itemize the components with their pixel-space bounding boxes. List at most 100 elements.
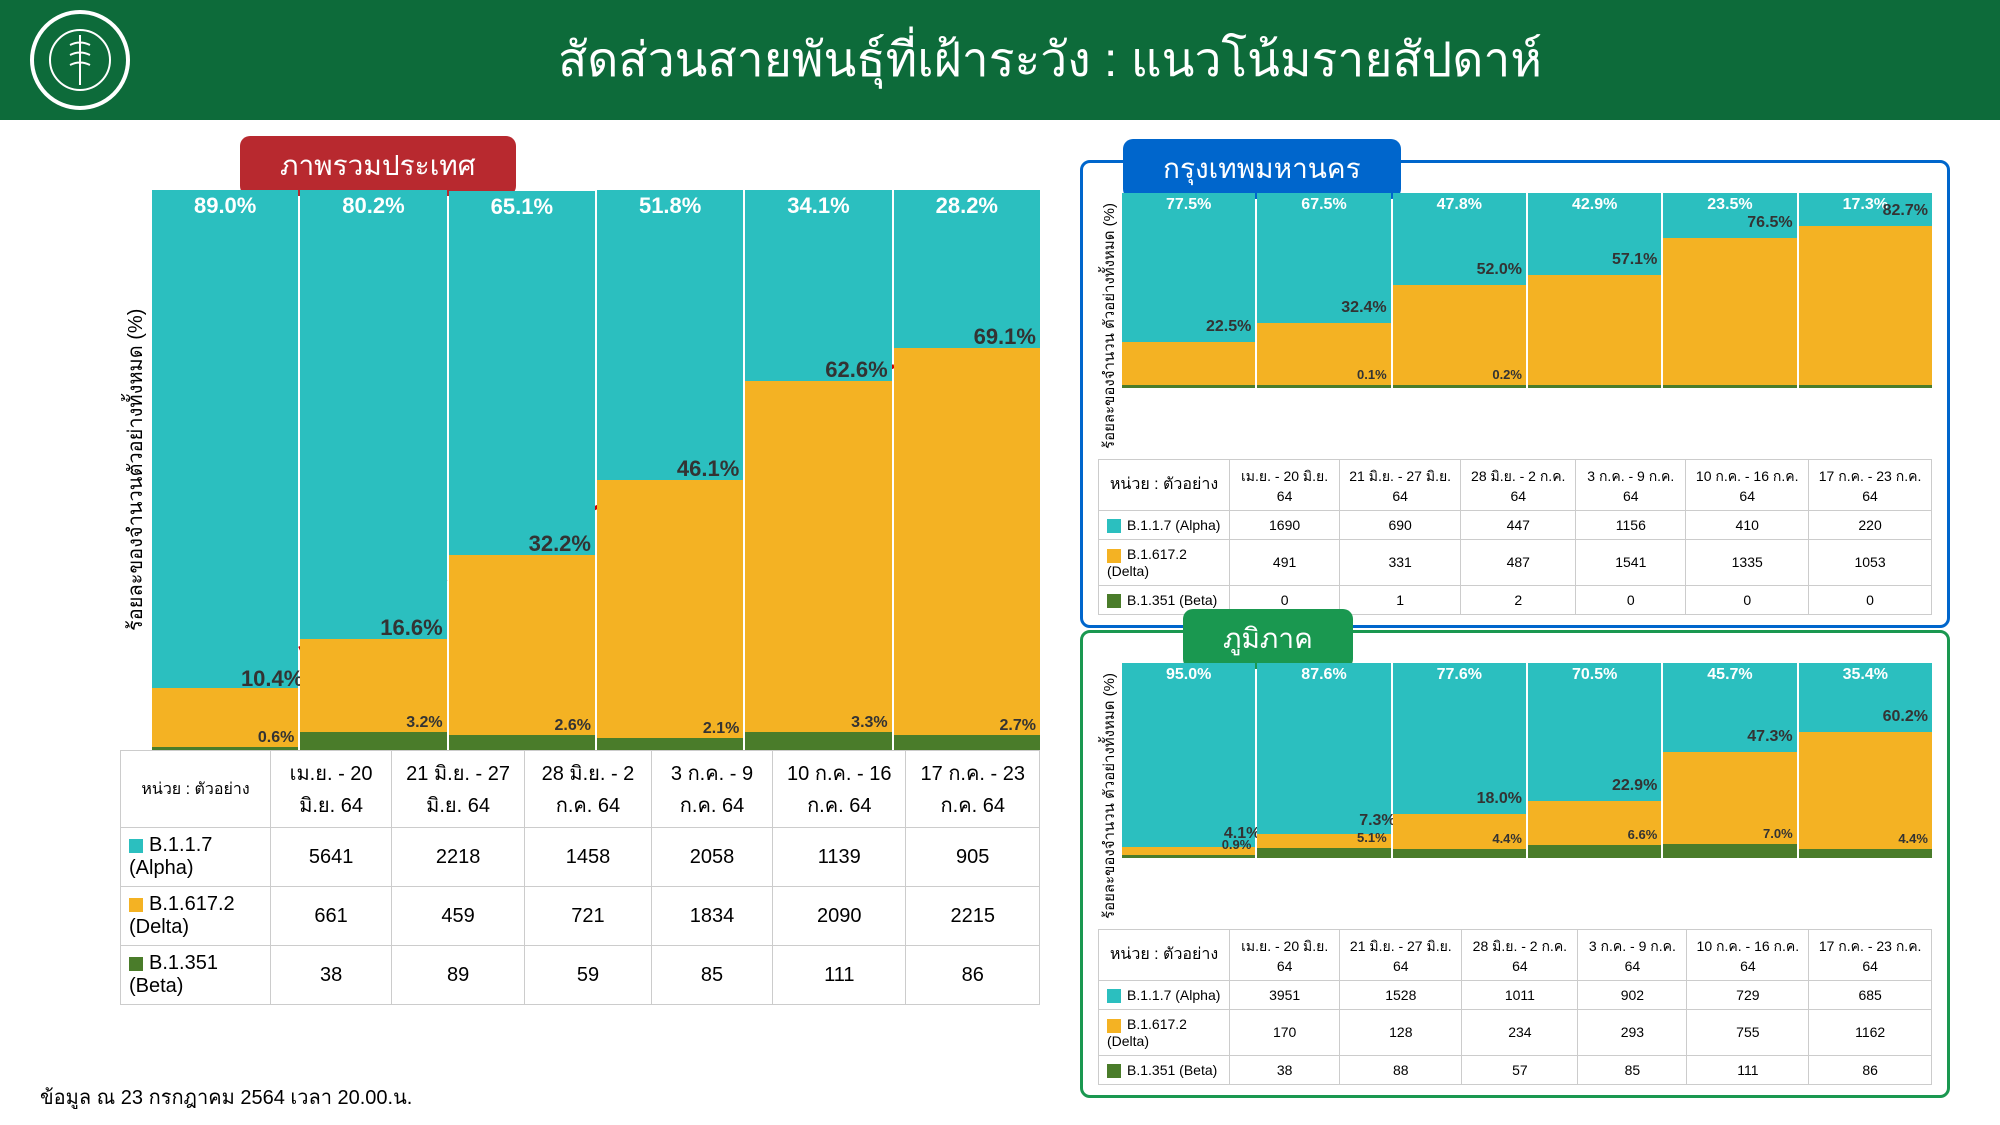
count-cell: 1458 — [524, 828, 651, 887]
count-cell: 459 — [392, 887, 525, 946]
beta-segment: 4.4% — [1393, 849, 1526, 858]
count-cell: 661 — [271, 887, 392, 946]
count-cell: 0 — [1686, 585, 1809, 614]
count-cell: 1156 — [1576, 510, 1686, 539]
unit-label: หน่วย : ตัวอย่าง — [1099, 929, 1230, 980]
count-cell: 85 — [651, 946, 772, 1005]
count-cell: 128 — [1340, 1010, 1462, 1055]
beta-segment: 3.3% — [745, 732, 891, 750]
count-cell: 38 — [1230, 1055, 1340, 1084]
period-header: 10 ก.ค. - 16 ก.ค. 64 — [1687, 929, 1809, 980]
period-header: 28 มิ.ย. - 2 ก.ค. 64 — [524, 751, 651, 828]
bar-col: 77.5%22.5% — [1122, 193, 1255, 388]
count-cell: 1 — [1340, 585, 1461, 614]
delta-segment: 46.1% — [597, 480, 743, 738]
bar-col: 35.4%60.2%4.4% — [1799, 663, 1932, 858]
count-cell: 1690 — [1230, 510, 1340, 539]
y-axis-label-region: ร้อยละของจำนวน ตัวอย่างทั้งหมด (%) — [1098, 663, 1122, 929]
count-cell: 0 — [1809, 585, 1932, 614]
bangkok-table: หน่วย : ตัวอย่างเม.ย. - 20 มิ.ย. 6421 มิ… — [1098, 459, 1932, 615]
region-table: หน่วย : ตัวอย่างเม.ย. - 20 มิ.ย. 6421 มิ… — [1098, 929, 1932, 1085]
count-cell: 902 — [1578, 980, 1687, 1009]
count-cell: 491 — [1230, 540, 1340, 585]
national-tab: ภาพรวมประเทศ — [240, 136, 516, 196]
legend-row: B.1.1.7 (Alpha) — [121, 828, 271, 887]
alpha-segment: 80.2% — [300, 190, 446, 639]
period-header: 3 ก.ค. - 9 ก.ค. 64 — [1576, 459, 1686, 510]
alpha-segment: 51.8% — [597, 190, 743, 480]
bar-col: 42.9%57.1% — [1528, 193, 1661, 388]
page-title: สัดส่วนสายพันธุ์ที่เฝ้าระวัง : แนวโน้มรา… — [130, 22, 1970, 98]
count-cell: 685 — [1809, 980, 1932, 1009]
bar-col: 23.5%76.5% — [1663, 193, 1796, 388]
delta-segment: 69.1% — [894, 348, 1040, 735]
footer-note: ข้อมูล ณ 23 กรกฎาคม 2564 เวลา 20.00.น. — [40, 1081, 412, 1113]
bar-col: 17.3%82.7% — [1799, 193, 1932, 388]
national-panel: ภาพรวมประเทศ ร้อยละของจำนวนตัวอย่างทั้งห… — [120, 160, 1040, 1005]
period-header: 10 ก.ค. - 16 ก.ค. 64 — [773, 751, 906, 828]
beta-segment: 0.6% — [152, 747, 298, 750]
count-cell: 86 — [1809, 1055, 1932, 1084]
national-bars: 89.0%10.4%0.6%80.2%16.6%3.2%65.1%32.2%2.… — [152, 190, 1040, 750]
count-cell: 2090 — [773, 887, 906, 946]
bar-col: 80.2%16.6%3.2% — [300, 190, 446, 750]
delta-segment: 22.5% — [1122, 342, 1255, 385]
period-header: 28 มิ.ย. - 2 ก.ค. 64 — [1462, 929, 1578, 980]
count-cell: 905 — [906, 828, 1040, 887]
period-header: 10 ก.ค. - 16 ก.ค. 64 — [1686, 459, 1809, 510]
alpha-segment: 95.0% — [1122, 663, 1255, 847]
beta-segment — [1528, 385, 1661, 388]
period-header: เม.ย. - 20 มิ.ย. 64 — [271, 751, 392, 828]
bar-col: 87.6%7.3%5.1% — [1257, 663, 1390, 858]
beta-segment: 0.9% — [1122, 855, 1255, 858]
legend-row: B.1.617.2 (Delta) — [1099, 540, 1230, 585]
region-panel: ภูมิภาค ร้อยละของจำนวน ตัวอย่างทั้งหมด (… — [1080, 630, 1950, 1098]
alpha-segment: 34.1% — [745, 190, 891, 381]
count-cell: 88 — [1340, 1055, 1462, 1084]
legend-row: B.1.617.2 (Delta) — [1099, 1010, 1230, 1055]
alpha-segment: 87.6% — [1257, 663, 1390, 834]
period-header: เม.ย. - 20 มิ.ย. 64 — [1230, 929, 1340, 980]
period-header: 17 ก.ค. - 23 ก.ค. 64 — [1809, 929, 1932, 980]
count-cell: 487 — [1461, 540, 1576, 585]
period-header: 3 ก.ค. - 9 ก.ค. 64 — [1578, 929, 1687, 980]
delta-segment: 76.5% — [1663, 238, 1796, 385]
count-cell: 3951 — [1230, 980, 1340, 1009]
national-table: หน่วย : ตัวอย่างเม.ย. - 20 มิ.ย. 6421 มิ… — [120, 750, 1040, 1005]
count-cell: 293 — [1578, 1010, 1687, 1055]
count-cell: 220 — [1809, 510, 1932, 539]
count-cell: 2 — [1461, 585, 1576, 614]
count-cell: 85 — [1578, 1055, 1687, 1084]
unit-label: หน่วย : ตัวอย่าง — [121, 751, 271, 828]
count-cell: 1335 — [1686, 540, 1809, 585]
alpha-segment: 89.0% — [152, 190, 298, 688]
bangkok-panel: กรุงเทพมหานคร ร้อยละของจำนวน ตัวอย่างทั้… — [1080, 160, 1950, 628]
delta-segment: 62.6% — [745, 381, 891, 732]
legend-row: B.1.1.7 (Alpha) — [1099, 980, 1230, 1009]
region-bars: 95.0%4.1%0.9%87.6%7.3%5.1%77.6%18.0%4.4%… — [1122, 663, 1932, 858]
period-header: 17 ก.ค. - 23 ก.ค. 64 — [1809, 459, 1932, 510]
bar-col: 89.0%10.4%0.6% — [152, 190, 298, 750]
count-cell: 234 — [1462, 1010, 1578, 1055]
delta-segment: 32.2% — [449, 555, 595, 735]
count-cell: 89 — [392, 946, 525, 1005]
count-cell: 1528 — [1340, 980, 1462, 1009]
count-cell: 57 — [1462, 1055, 1578, 1084]
period-header: 21 มิ.ย. - 27 มิ.ย. 64 — [1340, 929, 1462, 980]
bar-col: 47.8%52.0%0.2% — [1393, 193, 1526, 388]
ministry-logo — [30, 10, 130, 110]
bar-col: 28.2%69.1%2.7% — [894, 190, 1040, 750]
beta-segment — [1122, 385, 1255, 388]
legend-row: B.1.617.2 (Delta) — [121, 887, 271, 946]
beta-segment: 3.2% — [300, 732, 446, 750]
count-cell: 690 — [1340, 510, 1461, 539]
period-header: 3 ก.ค. - 9 ก.ค. 64 — [651, 751, 772, 828]
count-cell: 1139 — [773, 828, 906, 887]
count-cell: 721 — [524, 887, 651, 946]
count-cell: 755 — [1687, 1010, 1809, 1055]
bar-col: 45.7%47.3%7.0% — [1663, 663, 1796, 858]
count-cell: 410 — [1686, 510, 1809, 539]
y-axis-label: ร้อยละของจำนวนตัวอย่างทั้งหมด (%) — [120, 190, 152, 750]
count-cell: 111 — [1687, 1055, 1809, 1084]
period-header: 21 มิ.ย. - 27 มิ.ย. 64 — [392, 751, 525, 828]
